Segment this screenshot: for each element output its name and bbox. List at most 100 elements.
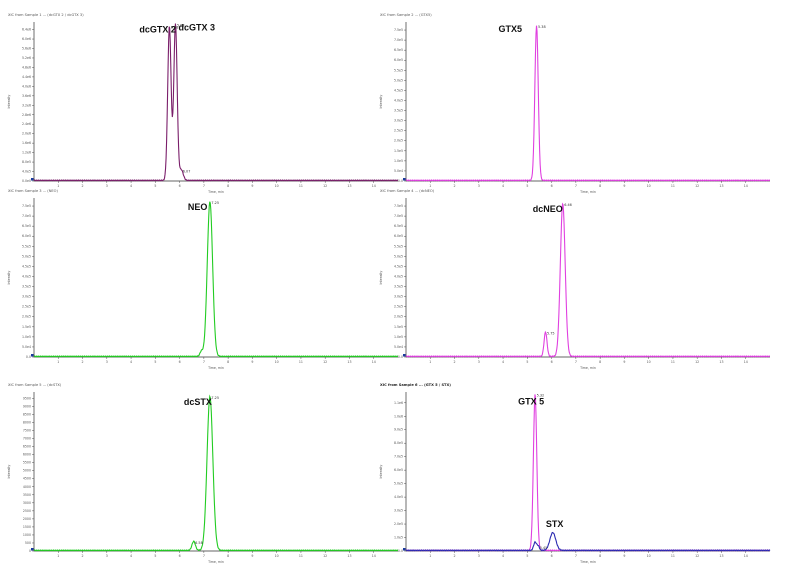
x-tick-label: 2 <box>82 184 84 188</box>
y-tick-label: 1.2e6 <box>22 151 31 155</box>
y-tick-label: 2.5e5 <box>394 305 403 309</box>
chart-panel-2: XIC from Sample 2 ... (GTX5) Intensity 0.0… <box>379 13 771 194</box>
origin-marker <box>31 548 34 551</box>
x-tick-label: 6 <box>179 360 181 364</box>
y-tick-label: 3.2e6 <box>22 103 31 107</box>
y-tick-label: 0.0 <box>398 549 403 553</box>
x-tick-label: 4 <box>502 554 504 558</box>
x-tick-label: 11 <box>671 554 675 558</box>
y-axis-label: Intensity <box>7 464 11 478</box>
x-tick-label: 13 <box>719 184 723 188</box>
y-tick-label: 6.5e5 <box>394 48 403 52</box>
panel-title: XIC from Sample 3 ... (NEO) <box>8 189 58 193</box>
series-trace <box>405 531 771 552</box>
y-tick-label: 5.5e5 <box>394 68 403 72</box>
y-tick-label: 2.4e6 <box>22 122 31 126</box>
y-tick-label: 5.6e6 <box>22 47 31 51</box>
y-tick-label: 8500 <box>23 412 31 416</box>
x-tick-label: 5 <box>526 184 528 188</box>
x-tick-label: 3 <box>106 554 108 558</box>
x-tick-label: 13 <box>347 360 351 364</box>
peak-label: STX <box>546 519 564 529</box>
y-tick-label: 6.5e5 <box>394 224 403 228</box>
y-tick-label: 8.0e5 <box>22 160 31 164</box>
axes <box>33 198 398 358</box>
y-tick-label: 7.0e5 <box>22 214 31 218</box>
y-tick-label: 4500 <box>23 477 31 481</box>
y-tick-label: 8000 <box>23 421 31 425</box>
retention-time-label: 7.25 <box>211 396 219 400</box>
x-tick-label: 2 <box>454 360 456 364</box>
y-tick-label: 7.0e5 <box>394 38 403 42</box>
x-axis-label: Time, min <box>579 560 596 564</box>
y-tick-label: 7500 <box>23 429 31 433</box>
y-tick-label: 0.0 <box>26 355 31 359</box>
x-tick-label: 8 <box>227 184 229 188</box>
y-tick-label: 5.2e6 <box>22 56 31 60</box>
x-tick-label: 7 <box>575 360 577 364</box>
x-tick-label: 11 <box>299 360 303 364</box>
chart-panel-5: XIC from Sample 5 ... (dcSTX) Intensity 0 5… <box>7 383 399 564</box>
x-tick-label: 13 <box>347 554 351 558</box>
chart-panel-3: XIC from Sample 3 ... (NEO) Intensity 0.0 5… <box>7 189 399 370</box>
y-tick-label: 2.8e6 <box>22 113 31 117</box>
y-tick-label: 1.5e5 <box>22 325 31 329</box>
x-tick-label: 4 <box>130 554 132 558</box>
y-tick-label: 4.8e6 <box>22 65 31 69</box>
y-tick-label: 3.0e5 <box>22 295 31 299</box>
x-tick-label: 12 <box>695 554 699 558</box>
y-tick-label: 0.0 <box>398 355 403 359</box>
x-tick-label: 9 <box>251 554 253 558</box>
y-tick-label: 2.5e5 <box>22 305 31 309</box>
axes <box>405 392 770 552</box>
axes <box>405 22 770 182</box>
y-tick-label: 6.0e6 <box>22 37 31 41</box>
y-tick-label: 5500 <box>23 461 31 465</box>
x-tick-label: 1 <box>429 554 431 558</box>
retention-time-label: 5.58 <box>171 26 179 30</box>
y-tick-label: 1500 <box>23 525 31 529</box>
x-tick-label: 6 <box>179 554 181 558</box>
x-tick-label: 14 <box>372 554 376 558</box>
x-tick-label: 8 <box>599 360 601 364</box>
peak-label: GTX5 <box>499 24 523 34</box>
y-tick-label: 1.5e5 <box>394 149 403 153</box>
y-tick-label: 6500 <box>23 445 31 449</box>
axes <box>405 198 770 358</box>
panel-title: XIC from Sample 1 ... (dcGTX 2 / dcGTX 3… <box>8 13 84 17</box>
peak-label: dcGTX 2 <box>139 25 176 35</box>
y-tick-label: 3.5e5 <box>394 285 403 289</box>
x-tick-label: 3 <box>478 554 480 558</box>
x-tick-label: 7 <box>575 554 577 558</box>
x-tick-label: 8 <box>599 184 601 188</box>
retention-time-label: 5.45 <box>540 546 548 550</box>
series-trace <box>405 25 771 182</box>
x-tick-label: 2 <box>82 554 84 558</box>
series-trace <box>33 394 399 552</box>
x-tick-label: 2 <box>454 184 456 188</box>
retention-time-label: 5.83 <box>177 23 185 27</box>
y-tick-label: 2.0e6 <box>22 132 31 136</box>
x-tick-label: 6 <box>179 184 181 188</box>
x-tick-label: 12 <box>695 360 699 364</box>
y-tick-label: 8.0e5 <box>394 441 403 445</box>
peak-label: dcNEO <box>533 204 563 214</box>
origin-marker <box>403 354 406 357</box>
y-tick-label: 3.0e5 <box>394 119 403 123</box>
x-tick-label: 12 <box>323 554 327 558</box>
x-tick-label: 4 <box>502 360 504 364</box>
chart-panel-4: XIC from Sample 4 ... (dcNEO) Intensity 0.… <box>379 189 771 370</box>
x-tick-label: 3 <box>106 360 108 364</box>
y-tick-label: 1.0e5 <box>394 159 403 163</box>
y-tick-label: 2000 <box>23 517 31 521</box>
y-tick-label: 6.4e6 <box>22 28 31 32</box>
y-axis-label: Intensity <box>379 464 383 478</box>
y-tick-label: 3500 <box>23 493 31 497</box>
origin-marker <box>403 178 406 181</box>
y-tick-label: 500 <box>25 541 31 545</box>
y-axis-label: Intensity <box>7 94 11 108</box>
x-tick-label: 4 <box>130 184 132 188</box>
y-tick-label: 6000 <box>23 453 31 457</box>
panel-title: XIC from Sample 2 ... (GTX5) <box>380 13 432 17</box>
